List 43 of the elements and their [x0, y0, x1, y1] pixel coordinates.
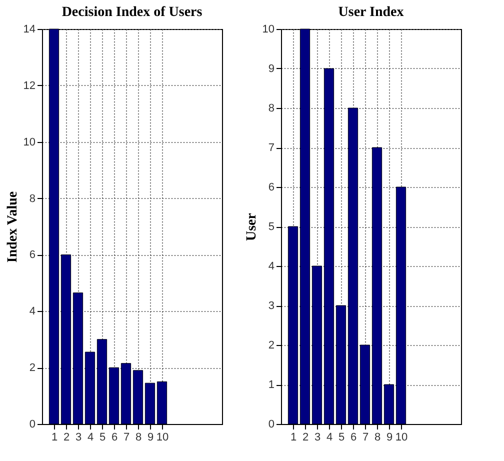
- y-tick-label: 3: [268, 300, 274, 312]
- y-tick-label: 6: [268, 182, 274, 194]
- x-tick-label: 1: [290, 432, 297, 444]
- x-tick-label: 10: [156, 432, 169, 444]
- y-tick-label: 10: [262, 24, 274, 36]
- x-tick-label: 7: [123, 432, 130, 444]
- y-tick-label: 12: [23, 80, 36, 92]
- x-tick-label: 10: [395, 432, 408, 444]
- x-tick-label: 9: [147, 432, 154, 444]
- y-tick-label: 4: [268, 260, 274, 272]
- chart-title: User Index: [338, 5, 404, 20]
- y-tick-label: 2: [268, 340, 274, 352]
- x-tick-label: 2: [63, 432, 70, 444]
- y-tick-label: 8: [268, 102, 274, 114]
- y-tick-label: 0: [29, 418, 36, 430]
- y-tick-label: 14: [23, 24, 36, 36]
- y-tick-label: 1: [268, 379, 274, 391]
- y-tick-label: 0: [268, 418, 274, 430]
- x-tick-label: 3: [75, 432, 82, 444]
- x-tick-label: 3: [314, 432, 321, 444]
- x-tick-label: 2: [302, 432, 309, 444]
- x-tick-label: 9: [386, 432, 393, 444]
- y-tick-label: 5: [268, 221, 274, 233]
- x-tick-label: 1: [51, 432, 58, 444]
- x-tick-label: 4: [326, 432, 333, 444]
- y-axis-title: Index Value: [5, 191, 20, 263]
- x-tick-label: 5: [99, 432, 106, 444]
- x-tick-label: 7: [362, 432, 369, 444]
- x-tick-label: 8: [374, 432, 381, 444]
- chart-title: Decision Index of Users: [62, 5, 203, 20]
- y-tick-label: 7: [268, 142, 274, 154]
- x-tick-label: 8: [135, 432, 142, 444]
- x-tick-label: 6: [111, 432, 118, 444]
- y-tick-label: 8: [29, 192, 36, 205]
- x-tick-label: 4: [87, 432, 94, 444]
- x-tick-label: 5: [338, 432, 345, 444]
- y-tick-label: 4: [29, 306, 36, 318]
- y-tick-label: 10: [23, 136, 36, 148]
- y-tick-label: 6: [29, 249, 36, 262]
- y-axis-title: User: [244, 213, 260, 241]
- x-tick-label: 6: [350, 432, 357, 444]
- y-tick-label: 9: [268, 63, 274, 75]
- y-tick-label: 2: [29, 362, 36, 374]
